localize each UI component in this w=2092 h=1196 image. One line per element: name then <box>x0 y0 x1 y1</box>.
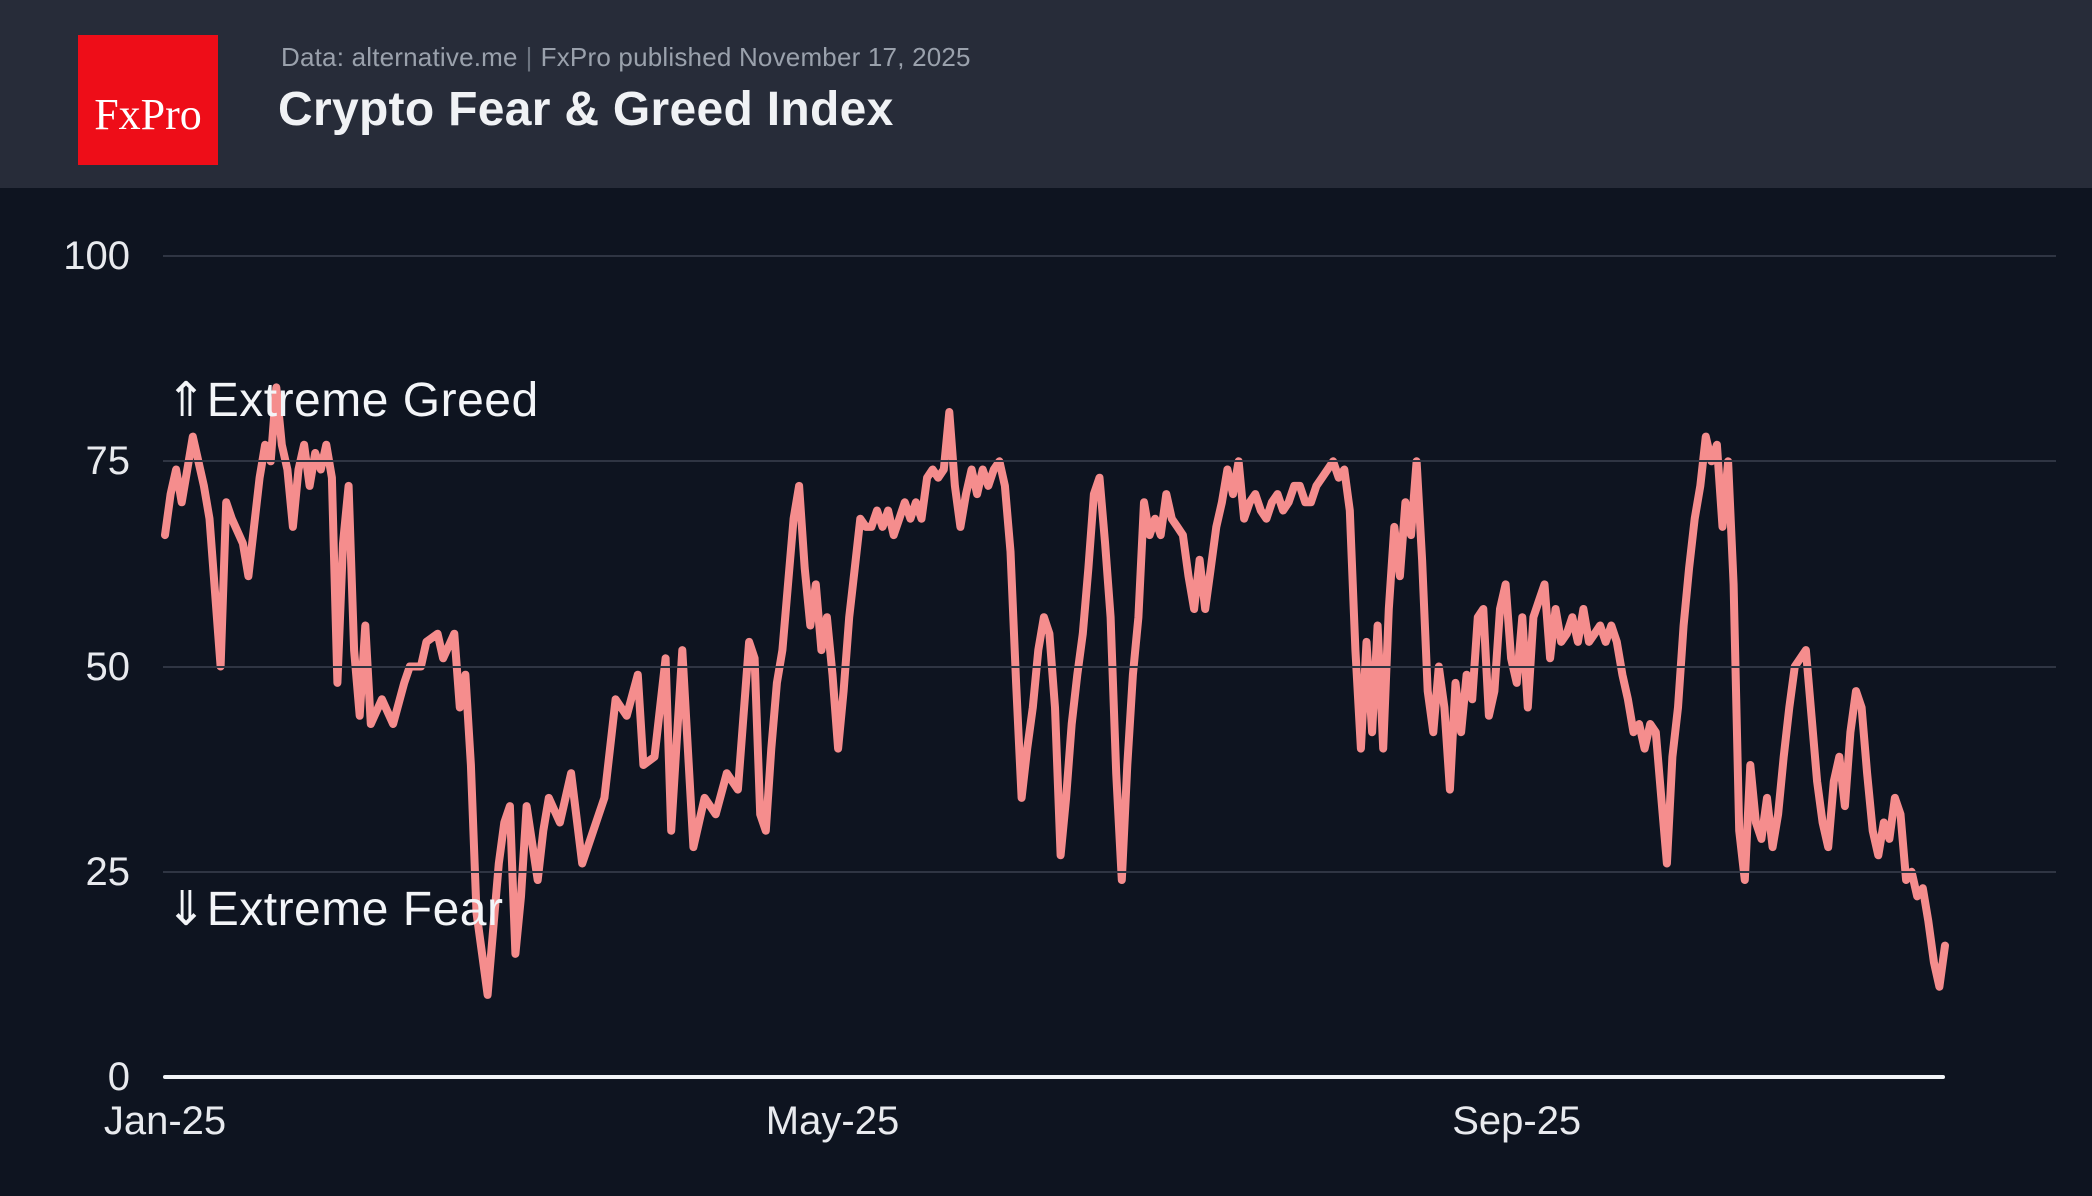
annotation-extreme-fear: ⇓Extreme Fear <box>166 882 504 936</box>
gridline-y100 <box>163 255 2056 257</box>
fxpro-logo: FxPro <box>78 35 218 165</box>
gridline-y75 <box>163 460 2056 463</box>
y-axis-label-100: 100 <box>63 234 130 278</box>
published-text: FxPro published November 17, 2025 <box>540 42 971 72</box>
page-title: Crypto Fear & Greed Index <box>278 83 894 136</box>
x-axis-label-Jan-25: Jan-25 <box>103 1099 227 1143</box>
y-axis-label-0: 0 <box>107 1055 130 1099</box>
x-axis-line <box>163 1075 1945 1079</box>
y-axis-label-50: 50 <box>85 644 131 689</box>
gridline-y50 <box>163 665 2056 668</box>
data-source-text: Data: alternative.me <box>281 42 518 72</box>
chart-meta: Data: alternative.me | FxPro published Nov… <box>281 42 971 73</box>
annotation-extreme-greed: ⇑Extreme Greed <box>166 373 539 427</box>
separator: | <box>525 42 533 72</box>
gridline-y25 <box>163 870 2056 873</box>
header-bar: FxPro Data: alternative.me | FxPro publish… <box>0 0 2092 188</box>
x-axis-label-Sep-25: Sep-25 <box>1452 1099 1582 1143</box>
fxpro-logo-text: FxPro <box>94 89 202 139</box>
y-axis-label-25: 25 <box>85 849 131 894</box>
y-axis-label-75: 75 <box>85 439 131 484</box>
x-axis-label-May-25: May-25 <box>765 1099 900 1143</box>
